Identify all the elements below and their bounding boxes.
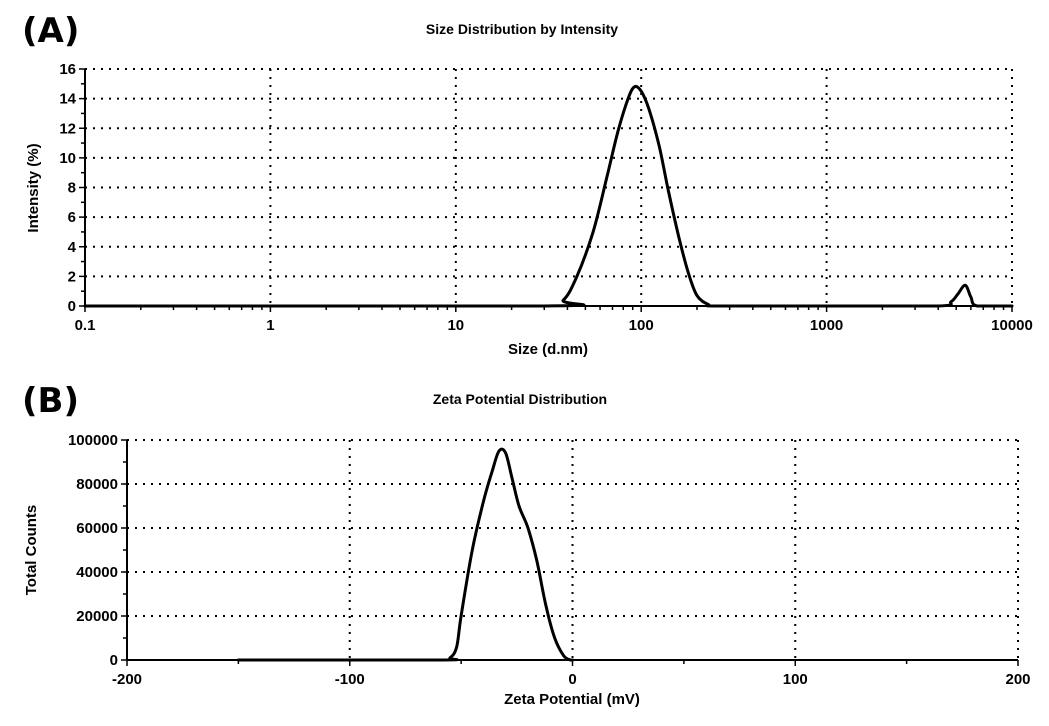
x-tick-label: 1	[266, 317, 274, 334]
x-tick-label: 10000	[991, 317, 1033, 334]
x-tick-label: 100	[783, 671, 808, 688]
axes	[84, 69, 1012, 307]
size-distribution-chart: (A) Size Distribution by Intensity Size …	[22, 11, 1033, 358]
y-tick-label: 60000	[76, 520, 118, 537]
ticks: 0 2 4 6 8 10 12 14 16 0.1 1 10 100 1000 10000	[59, 61, 1033, 334]
y-tick-label: 0	[68, 298, 76, 315]
y-tick-label: 40000	[76, 564, 118, 581]
y-tick-label: 16	[59, 61, 76, 78]
x-tick-label: 0	[568, 671, 576, 688]
x-tick-label: -200	[112, 671, 142, 688]
y-tick-label: 100000	[68, 432, 118, 449]
series-line	[236, 447, 574, 662]
x-tick-label: 0.1	[75, 317, 96, 334]
chart-title: Zeta Potential Distribution	[433, 391, 607, 407]
panel-label: (A)	[22, 11, 79, 51]
y-tick-label: 80000	[76, 476, 118, 493]
y-tick-label: 6	[68, 209, 76, 226]
y-axis-label: Intensity (%)	[25, 143, 42, 232]
x-tick-label: -100	[335, 671, 365, 688]
y-tick-label: 4	[68, 239, 77, 256]
y-tick-label: 8	[68, 180, 76, 197]
x-tick-label: 1000	[810, 317, 843, 334]
series	[83, 84, 1014, 308]
x-tick-label: 100	[629, 317, 654, 334]
y-tick-label: 12	[59, 120, 76, 137]
x-axis-label: Zeta Potential (mV)	[504, 691, 640, 708]
y-tick-label: 14	[59, 91, 76, 108]
series	[236, 447, 574, 662]
series-line	[83, 84, 1014, 308]
zeta-potential-chart: (B) Zeta Potential Distribution Zeta Pot…	[22, 381, 1031, 708]
y-axis-label: Total Counts	[23, 505, 40, 596]
grid	[85, 68, 1013, 307]
x-axis-label: Size (d.nm)	[508, 341, 588, 358]
panel-label: (B)	[22, 381, 79, 421]
y-tick-label: 10	[59, 150, 76, 167]
y-tick-label: 2	[68, 268, 76, 285]
y-tick-label: 20000	[76, 608, 118, 625]
chart-title: Size Distribution by Intensity	[426, 21, 618, 37]
grid	[127, 439, 1019, 661]
x-tick-label: 200	[1005, 671, 1030, 688]
x-tick-label: 10	[447, 317, 464, 334]
y-tick-label: 0	[110, 652, 118, 669]
ticks: 0 20000 40000 60000 80000 100000 -200 -100 0 100 2…	[68, 432, 1031, 688]
